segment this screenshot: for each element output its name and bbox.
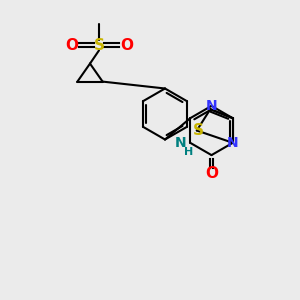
Text: S: S <box>193 123 204 138</box>
Text: H: H <box>184 147 193 157</box>
Text: S: S <box>94 38 104 52</box>
Text: O: O <box>205 166 218 181</box>
Text: N: N <box>175 136 187 150</box>
Text: N: N <box>227 136 238 150</box>
Text: O: O <box>65 38 78 52</box>
Text: O: O <box>120 38 133 52</box>
Text: N: N <box>206 99 217 113</box>
